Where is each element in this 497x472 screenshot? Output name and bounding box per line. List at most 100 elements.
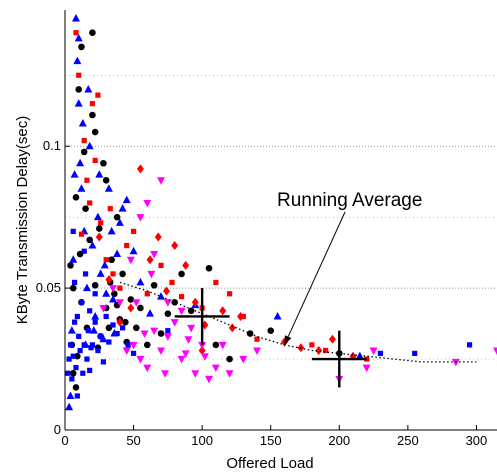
data-point-triangle-down [136,214,145,222]
data-point-square [110,322,116,328]
data-point-circle [78,43,85,51]
data-point-triangle-down [122,347,131,356]
data-point-circle [157,330,165,337]
data-point-triangle [93,212,102,221]
data-point-diamond [198,346,206,356]
plot-background [65,10,497,430]
data-point-triangle [84,84,93,93]
data-point-circle [95,225,103,232]
data-point-square [92,157,98,164]
data-point-square [254,336,260,342]
data-point-square [322,347,329,354]
data-point-square [178,294,185,300]
data-point-square [82,271,89,277]
data-point-square [100,359,106,365]
data-point-triangle [129,246,138,255]
data-point-triangle [107,226,116,235]
data-point-circle [100,159,107,167]
data-point-triangle-down [451,358,460,367]
data-point-triangle-down [150,251,159,259]
data-point-triangle [99,334,108,343]
data-point-square [70,228,76,234]
data-point-triangle-down [225,370,234,378]
data-point-triangle [109,294,117,303]
x-tick-label: 250 [397,433,419,448]
data-point-circle [267,327,275,334]
data-point-square [77,347,83,354]
annotation-arrow-shaft [287,211,346,337]
data-point-triangle-down [109,285,117,293]
y-axis-ticks: 0 0.05 0.1 [36,138,70,437]
data-point-triangle [69,255,78,263]
data-point-square [67,342,74,348]
data-point-square [73,30,79,36]
data-point-square [81,137,87,144]
data-point-square [69,376,75,382]
data-point-square [72,319,78,325]
data-point-triangle-down [157,347,165,356]
data-point-triangle [91,311,100,320]
data-point-triangle [136,277,145,286]
data-point-circle [89,111,96,119]
data-point-square [412,350,418,356]
x-tick-label: 100 [191,433,213,448]
data-point-triangle-down [136,356,145,364]
x-axis-title: Offered Load [226,455,313,472]
x-axis-ticks: 0 50 100 150 200 250 300 [61,425,487,448]
data-point-diamond [136,164,144,174]
data-point-triangle [89,326,98,334]
data-point-diamond [105,275,113,285]
data-point-square [84,356,90,362]
data-point-circle [67,262,74,269]
data-point-square [103,257,109,263]
data-point-square [466,342,473,348]
data-point-diamond [127,303,135,313]
data-point-square [95,347,101,354]
data-point-diamond [315,346,323,356]
data-point-diamond [328,334,336,344]
data-point-circle [102,176,110,184]
data-point-square [88,345,94,351]
data-point-square [73,364,79,371]
data-point-triangle [157,292,165,300]
data-point-diamond [182,260,190,270]
data-point-circle [133,324,140,332]
annotation-label: Running Average [277,190,422,211]
data-point-diamond [154,232,162,242]
data-point-circle [75,86,83,93]
data-point-square [89,101,96,107]
data-point-circle [72,384,80,391]
data-point-circle [113,213,121,221]
data-point-triangle-down [181,350,190,358]
x-tick-label: 300 [466,433,488,448]
x-tick-label: 50 [126,433,140,448]
data-point-triangle [82,283,91,292]
data-point-circle [137,304,144,312]
data-point-triangle [113,249,122,258]
data-point-triangle [273,311,282,320]
data-point-circle [111,290,118,298]
data-point-triangle-down [157,177,165,185]
data-point-square [74,393,80,399]
data-point-square [309,342,315,348]
data-point-square [78,231,85,237]
data-point-triangle-down [143,364,152,373]
data-point-square [158,262,164,269]
data-point-square [110,271,116,277]
data-point-triangle-down [150,327,159,336]
data-point-circle [212,341,220,349]
data-point-square [117,285,123,291]
data-point-triangle-down [187,324,196,333]
data-point-triangle-down [163,299,172,307]
data-point-triangle [77,184,86,192]
data-point-square [87,308,93,314]
y-tick-label: 0 [54,422,61,437]
data-point-diamond [95,232,103,242]
annotation: Running Average [277,190,422,345]
data-point-square [72,279,78,286]
data-point-circle [80,148,88,156]
data-point-square [169,279,175,286]
data-point-triangle-down [184,336,193,344]
data-point-triangle [74,99,83,107]
data-point-circle [86,236,93,244]
